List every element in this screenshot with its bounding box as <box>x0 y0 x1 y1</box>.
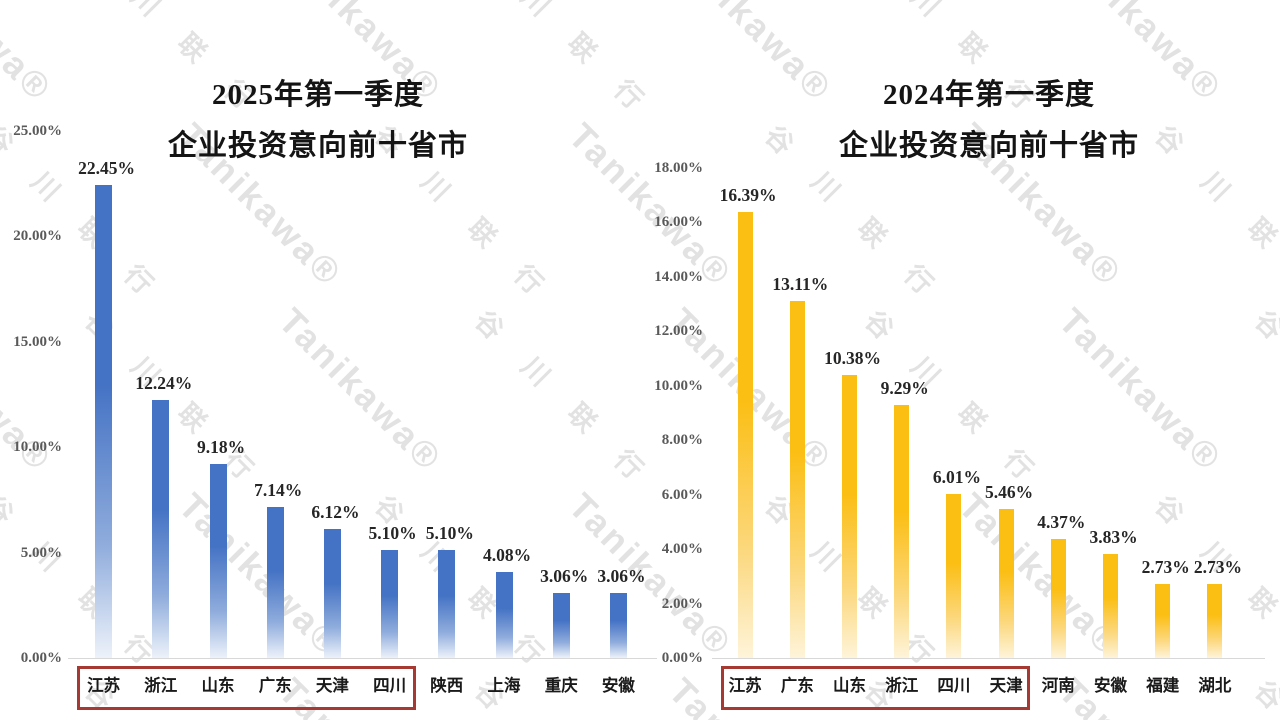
x-label-浙江: 浙江 <box>144 676 178 695</box>
chart-2025-title-line2: 企业投资意向前十省市 <box>167 130 468 163</box>
chart-2025-highlight-box <box>77 666 417 710</box>
bar-江苏 <box>737 212 753 658</box>
value-label-陕西: 5.10% <box>425 523 474 543</box>
value-label-四川: 5.10% <box>368 523 417 543</box>
value-label-湖北: 2.73% <box>1193 557 1242 577</box>
bar-山东 <box>842 375 857 658</box>
x-label-山东: 山东 <box>832 676 866 695</box>
chart-2025-title: 2025年第一季度 企业投资意向前十省市 <box>68 70 568 172</box>
value-label-四川: 6.01% <box>932 467 981 487</box>
x-label-天津: 天津 <box>315 676 349 695</box>
bar-河南 <box>1050 539 1066 658</box>
bar-上海 <box>495 572 513 658</box>
y-tick-label: 16.00% <box>654 214 703 231</box>
value-label-安徽: 3.06% <box>597 566 646 586</box>
y-tick-label: 10.00% <box>654 377 703 394</box>
chart-2024-plot-area: 16.39% 13.11% 10.38% 9.29% 6.01% 5.46% 4.37% 3.… <box>719 168 1242 658</box>
y-tick-label: 12.00% <box>654 323 703 340</box>
y-tick-label: 14.00% <box>654 268 703 285</box>
value-label-江苏: 16.39% <box>719 185 777 205</box>
bar-天津 <box>998 509 1014 658</box>
x-label-江苏: 江苏 <box>728 676 762 695</box>
y-tick-label: 0.00% <box>20 650 62 666</box>
bar-天津 <box>323 529 341 658</box>
y-tick-label: 20.00% <box>13 228 62 245</box>
chart-2025-title-line1: 2025年第一季度 <box>211 79 424 112</box>
value-label-山东: 10.38% <box>824 348 881 368</box>
y-tick-label: 10.00% <box>13 439 62 456</box>
x-label-天津: 天津 <box>989 676 1023 695</box>
x-label-安徽: 安徽 <box>1093 676 1127 695</box>
x-label-广东: 广东 <box>780 676 814 695</box>
y-tick-label: 15.00% <box>13 333 62 350</box>
chart-2025-plot-area: 22.45% 12.24% 9.18% 7.14% 6.12% 5.10% 5.10% 4.0… <box>75 131 647 658</box>
x-label-四川: 四川 <box>373 676 407 695</box>
y-tick-label: 4.00% <box>661 541 703 558</box>
x-label-福建: 福建 <box>1146 676 1180 695</box>
bar-山东 <box>209 464 227 658</box>
chart-2024-title: 2024年第一季度 企业投资意向前十省市 <box>700 70 1278 172</box>
chart-2025-x-axis-line <box>68 658 657 659</box>
y-tick-label: 0.00% <box>661 650 703 666</box>
bar-福建 <box>1155 584 1171 658</box>
bar-广东 <box>789 301 805 658</box>
x-label-江苏: 江苏 <box>87 676 121 695</box>
bar-安徽 <box>1103 554 1118 658</box>
y-tick-label: 6.00% <box>661 486 703 503</box>
y-tick-label: 18.00% <box>654 160 703 176</box>
value-label-河南: 4.37% <box>1037 512 1086 532</box>
value-label-浙江: 12.24% <box>135 373 193 393</box>
value-label-上海: 4.08% <box>482 545 532 565</box>
value-label-江苏: 22.45% <box>78 158 136 178</box>
x-label-陕西: 陕西 <box>430 676 464 695</box>
bar-陕西 <box>438 550 456 658</box>
x-label-四川: 四川 <box>937 676 971 695</box>
bar-浙江 <box>152 400 170 658</box>
x-label-湖北: 湖北 <box>1198 676 1232 695</box>
bar-四川 <box>946 494 962 658</box>
value-label-浙江: 9.29% <box>880 378 929 398</box>
bar-安徽 <box>609 593 627 658</box>
x-label-浙江: 浙江 <box>885 676 919 695</box>
bar-浙江 <box>894 405 910 658</box>
y-tick-label: 2.00% <box>661 595 703 612</box>
value-label-安徽: 3.83% <box>1089 527 1138 547</box>
value-label-山东: 9.18% <box>196 437 246 457</box>
chart-2024-title-line1: 2024年第一季度 <box>882 79 1095 112</box>
value-label-重庆: 3.06% <box>540 566 589 586</box>
bar-湖北 <box>1207 584 1223 658</box>
x-label-安徽: 安徽 <box>601 676 635 695</box>
chart-2024-title-line2: 企业投资意向前十省市 <box>838 130 1139 163</box>
chart-2024-x-axis-line <box>712 658 1265 659</box>
value-label-天津: 5.46% <box>985 482 1034 502</box>
y-tick-label: 5.00% <box>20 544 62 561</box>
value-label-天津: 6.12% <box>311 502 360 522</box>
x-label-重庆: 重庆 <box>544 676 578 695</box>
bar-江苏 <box>95 185 113 658</box>
value-label-福建: 2.73% <box>1141 557 1190 577</box>
value-label-广东: 13.11% <box>772 274 829 294</box>
x-label-上海: 上海 <box>487 676 521 695</box>
y-tick-label: 8.00% <box>661 432 703 449</box>
x-label-河南: 河南 <box>1041 676 1075 695</box>
x-label-山东: 山东 <box>201 676 235 695</box>
chart-2024-highlight-box <box>721 666 1031 710</box>
x-label-广东: 广东 <box>258 676 292 695</box>
value-label-广东: 7.14% <box>254 480 303 500</box>
bar-四川 <box>381 550 399 658</box>
y-tick-label: 25.00% <box>13 123 62 139</box>
bar-广东 <box>266 507 284 658</box>
bar-重庆 <box>552 593 570 658</box>
